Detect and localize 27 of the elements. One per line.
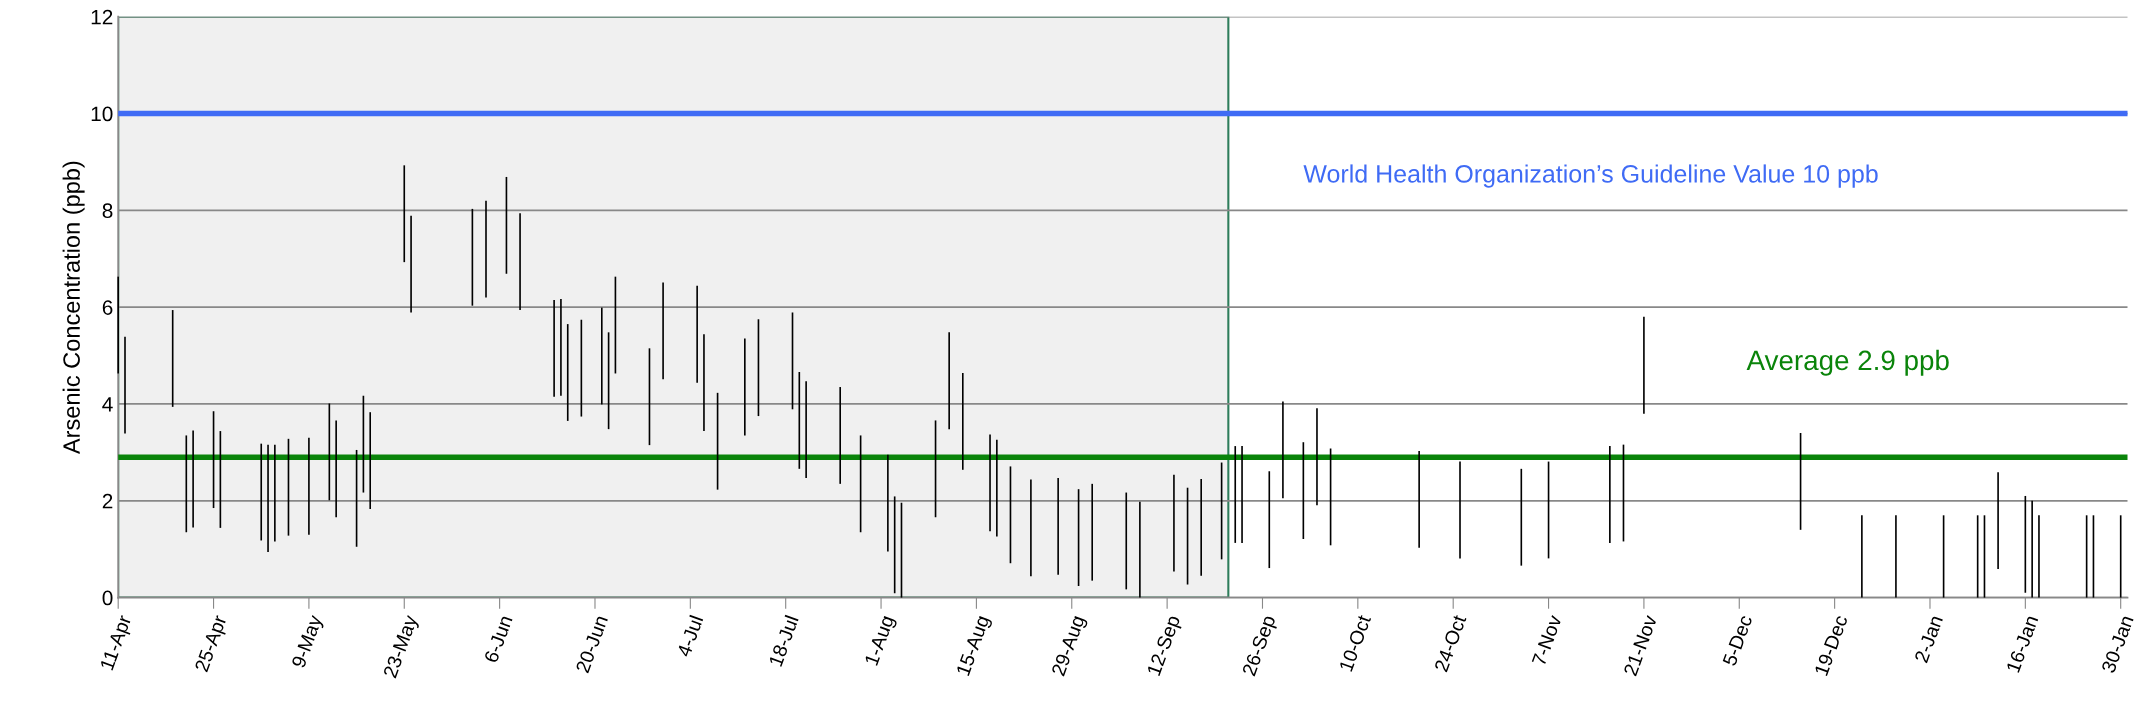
x-tick-label: 11-Apr (99, 614, 136, 672)
y-tick-label: 12 (91, 9, 113, 25)
x-tick-label: 19-Dec (1814, 614, 1848, 676)
x-tick-label: 7-Nov (1531, 613, 1562, 667)
x-tick-label: 1-Aug (864, 614, 898, 668)
y-tick-label: 8 (102, 203, 113, 219)
x-tick-label: 16-Jan (2006, 614, 2039, 673)
ref-line-label: Average 2.9 ppb (1746, 349, 1949, 376)
y-tick-label: 0 (102, 590, 113, 606)
y-tick-label: 10 (91, 106, 113, 122)
x-tick-label: 25-Apr (194, 614, 231, 674)
x-tick-label: 6-Jun (483, 614, 513, 664)
x-tick-label: 24-Oct (1434, 613, 1467, 673)
x-tick-label: 30-Jan (2101, 614, 2134, 674)
y-tick-label: 6 (102, 300, 113, 315)
ref-line-label: World Health Organization’s Guideline Value 10 ppb (1303, 164, 1878, 188)
x-tick-label: 10-Oct (1338, 613, 1372, 672)
x-tick-label: 20-Jun (575, 614, 608, 674)
x-tick-label: 9-May (291, 613, 326, 670)
x-tick-label: 2-Jan (1914, 614, 1943, 664)
y-tick-label: 2 (102, 493, 113, 509)
x-tick-label: 4-Jul (676, 614, 704, 658)
y-axis-title: Arsenic Concentration (ppb) (62, 161, 85, 455)
x-tick-label: 21-Nov (1623, 613, 1658, 677)
y-tick-label: 4 (102, 397, 113, 412)
x-tick-label: 5-Dec (1722, 614, 1753, 667)
x-tick-label: 18-Jul (768, 614, 799, 667)
